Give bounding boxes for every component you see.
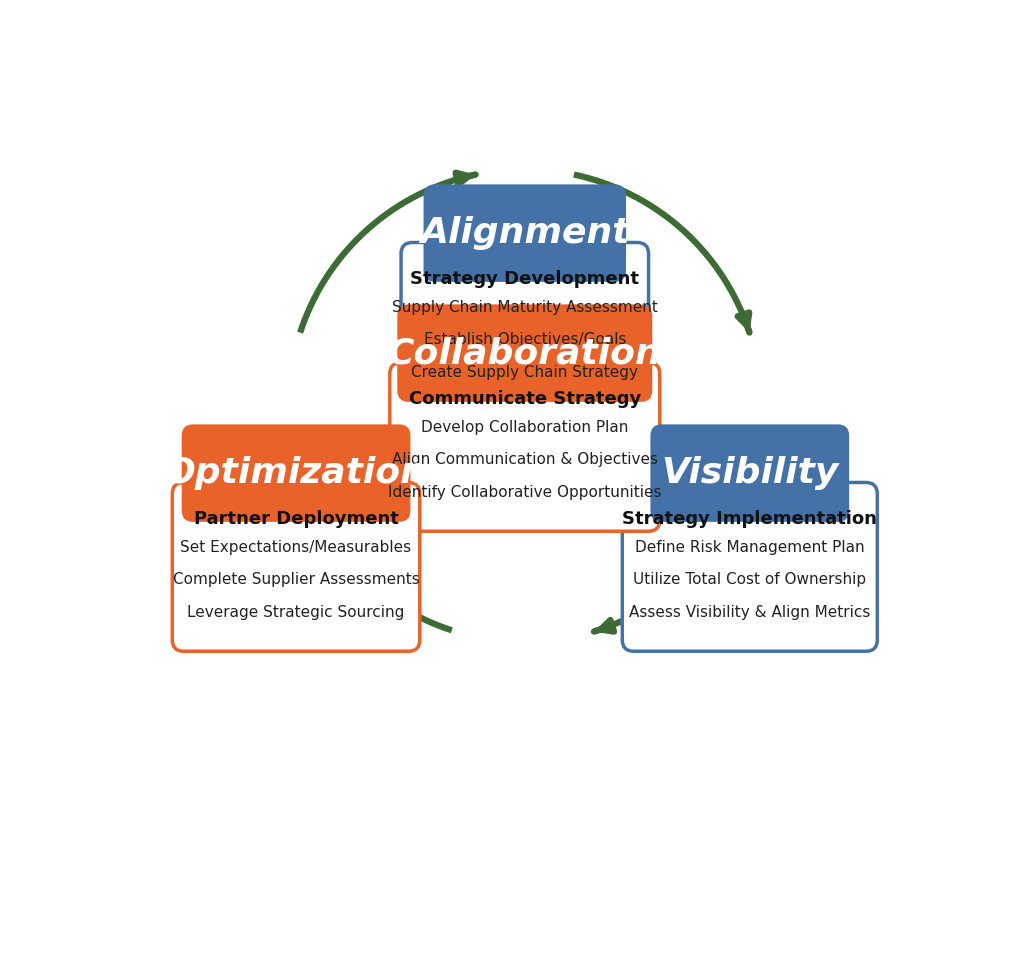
Text: Establish Objectives/Goals: Establish Objectives/Goals — [424, 332, 626, 348]
Text: Visibility: Visibility — [662, 456, 839, 490]
Text: Assess Visibility & Align Metrics: Assess Visibility & Align Metrics — [629, 605, 870, 619]
Text: Alignment: Alignment — [420, 216, 630, 250]
FancyBboxPatch shape — [172, 482, 420, 652]
Text: Collaboration: Collaboration — [388, 336, 662, 370]
FancyBboxPatch shape — [650, 425, 849, 522]
Text: Leverage Strategic Sourcing: Leverage Strategic Sourcing — [187, 605, 404, 619]
Text: Define Risk Management Plan: Define Risk Management Plan — [635, 541, 864, 555]
Text: Utilize Total Cost of Ownership: Utilize Total Cost of Ownership — [633, 573, 866, 587]
Text: Strategy Implementation: Strategy Implementation — [623, 510, 878, 528]
Text: Develop Collaboration Plan: Develop Collaboration Plan — [421, 420, 629, 435]
Text: Complete Supplier Assessments: Complete Supplier Assessments — [173, 573, 420, 587]
Text: Communicate Strategy: Communicate Strategy — [409, 391, 641, 408]
Text: Strategy Development: Strategy Development — [411, 270, 639, 288]
Text: Supply Chain Maturity Assessment: Supply Chain Maturity Assessment — [392, 300, 657, 316]
Text: Identify Collaborative Opportunities: Identify Collaborative Opportunities — [388, 485, 662, 500]
FancyBboxPatch shape — [390, 362, 659, 531]
Text: Set Expectations/Measurables: Set Expectations/Measurables — [180, 541, 412, 555]
Text: Align Communication & Objectives: Align Communication & Objectives — [392, 453, 657, 468]
FancyBboxPatch shape — [181, 425, 411, 522]
FancyBboxPatch shape — [424, 184, 626, 281]
Text: Optimization: Optimization — [165, 456, 427, 490]
Text: Create Supply Chain Strategy: Create Supply Chain Strategy — [412, 364, 638, 380]
FancyBboxPatch shape — [397, 304, 652, 402]
Text: Partner Deployment: Partner Deployment — [194, 510, 398, 528]
FancyBboxPatch shape — [401, 243, 648, 411]
FancyBboxPatch shape — [623, 482, 878, 652]
